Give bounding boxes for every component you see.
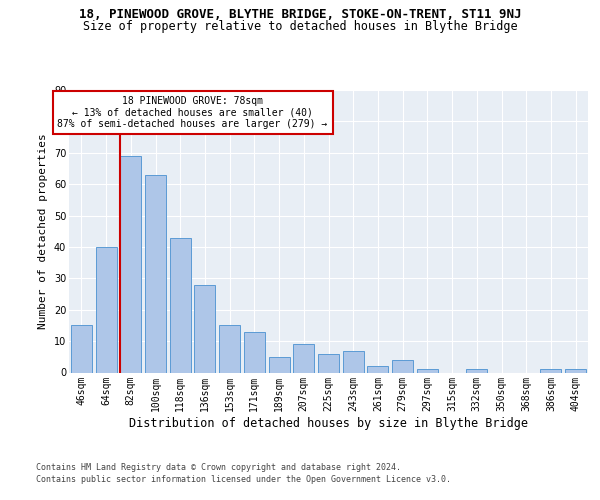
- Bar: [417, 370, 438, 372]
- Y-axis label: Number of detached properties: Number of detached properties: [38, 134, 48, 329]
- Text: Size of property relative to detached houses in Blythe Bridge: Size of property relative to detached ho…: [83, 20, 517, 33]
- Text: 18, PINEWOOD GROVE, BLYTHE BRIDGE, STOKE-ON-TRENT, ST11 9NJ: 18, PINEWOOD GROVE, BLYTHE BRIDGE, STOKE…: [79, 8, 521, 20]
- Bar: [170, 238, 191, 372]
- Bar: [343, 350, 364, 372]
- Text: Contains public sector information licensed under the Open Government Licence v3: Contains public sector information licen…: [36, 475, 451, 484]
- Bar: [145, 175, 166, 372]
- Bar: [318, 354, 339, 372]
- Bar: [71, 326, 92, 372]
- Bar: [392, 360, 413, 372]
- Bar: [293, 344, 314, 372]
- Bar: [194, 284, 215, 372]
- Bar: [466, 370, 487, 372]
- Bar: [120, 156, 141, 372]
- Bar: [244, 332, 265, 372]
- Bar: [95, 247, 116, 372]
- Bar: [367, 366, 388, 372]
- Bar: [269, 357, 290, 372]
- Bar: [565, 370, 586, 372]
- Text: Distribution of detached houses by size in Blythe Bridge: Distribution of detached houses by size …: [130, 418, 528, 430]
- Bar: [219, 326, 240, 372]
- Text: Contains HM Land Registry data © Crown copyright and database right 2024.: Contains HM Land Registry data © Crown c…: [36, 462, 401, 471]
- Text: 18 PINEWOOD GROVE: 78sqm
← 13% of detached houses are smaller (40)
87% of semi-d: 18 PINEWOOD GROVE: 78sqm ← 13% of detach…: [58, 96, 328, 130]
- Bar: [541, 370, 562, 372]
